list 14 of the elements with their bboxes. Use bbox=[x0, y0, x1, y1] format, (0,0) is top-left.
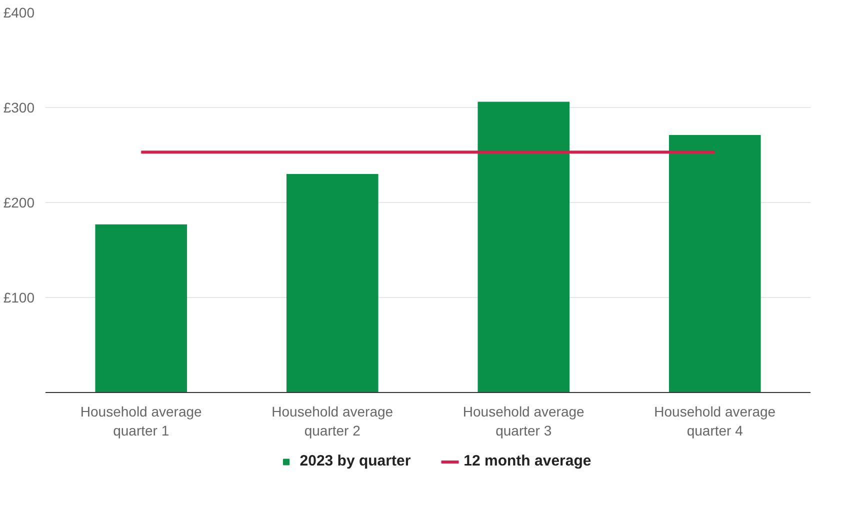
x-tick-label: Household average quarter 1 bbox=[80, 404, 202, 439]
legend-label: 12 month average bbox=[464, 452, 592, 470]
x-tick-label: Household average quarter 3 bbox=[462, 404, 585, 439]
y-tick-label: £300 bbox=[3, 100, 35, 116]
legend-label: 2023 by quarter bbox=[300, 452, 411, 470]
bar bbox=[478, 102, 570, 392]
bar bbox=[668, 135, 761, 392]
y-tick-label: £400 bbox=[3, 4, 35, 20]
bar bbox=[95, 224, 188, 392]
x-tick-label: Household average quarter 2 bbox=[272, 404, 394, 439]
y-tick-label: £100 bbox=[3, 290, 35, 306]
y-tick-label: £200 bbox=[3, 194, 35, 210]
bar bbox=[286, 174, 378, 392]
x-tick-label: Household average quarter 4 bbox=[654, 404, 776, 439]
